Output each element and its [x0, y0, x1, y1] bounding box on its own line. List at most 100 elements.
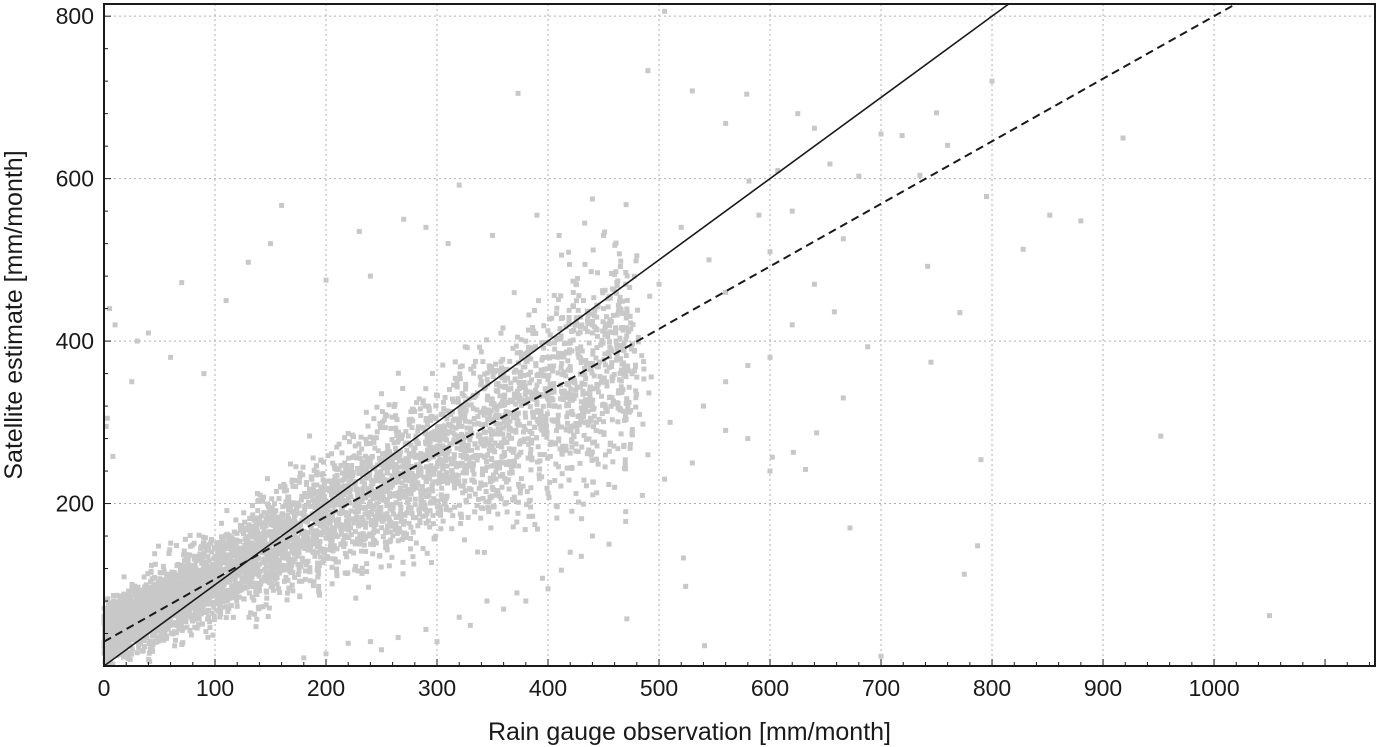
data-point: [423, 488, 429, 494]
data-point: [583, 375, 589, 381]
data-point: [583, 325, 589, 331]
data-point: [612, 271, 618, 277]
data-point: [484, 337, 490, 343]
data-point: [290, 559, 296, 565]
data-point: [533, 331, 539, 337]
data-point: [362, 522, 368, 528]
data-point: [372, 513, 378, 519]
data-point: [134, 627, 140, 633]
data-point: [111, 598, 117, 604]
data-point: [348, 508, 354, 514]
data-point: [263, 602, 269, 608]
data-point: [450, 513, 456, 519]
data-point: [471, 363, 477, 369]
data-point: [270, 529, 276, 535]
data-point: [413, 515, 419, 521]
data-point: [457, 407, 463, 413]
data-point: [346, 439, 352, 445]
data-point: [437, 504, 443, 510]
data-point: [343, 466, 349, 472]
data-point: [446, 387, 452, 393]
data-point: [347, 548, 353, 554]
data-point: [405, 433, 411, 439]
data-point: [285, 541, 291, 547]
data-point: [568, 423, 574, 429]
data-point: [583, 436, 589, 442]
data-point: [629, 371, 635, 377]
data-point: [555, 464, 561, 470]
data-point: [236, 594, 242, 600]
data-point: [489, 493, 495, 499]
data-point: [635, 334, 641, 340]
data-point: [316, 488, 322, 494]
data-point: [319, 548, 325, 554]
data-point: [478, 349, 484, 355]
data-point: [470, 467, 476, 473]
data-point: [179, 641, 185, 647]
data-point: [201, 578, 207, 584]
data-point: [346, 534, 352, 540]
data-point: [581, 414, 587, 420]
data-point: [506, 426, 512, 432]
data-point: [194, 604, 200, 610]
data-point: [341, 544, 347, 550]
data-point: [623, 202, 629, 208]
data-point: [287, 561, 293, 567]
data-point: [621, 360, 627, 366]
data-point: [408, 409, 414, 415]
data-point: [466, 461, 472, 467]
data-point: [189, 597, 195, 603]
data-point: [443, 457, 449, 463]
data-point: [551, 292, 557, 298]
data-point: [241, 545, 247, 551]
data-point: [453, 425, 459, 431]
data-point: [273, 541, 279, 547]
data-point: [278, 484, 284, 490]
data-point: [339, 470, 345, 476]
data-point: [292, 574, 298, 580]
data-point: [219, 585, 225, 591]
data-point: [214, 570, 220, 576]
data-point: [310, 583, 316, 589]
data-point: [558, 365, 564, 371]
data-point: [437, 438, 443, 444]
data-point: [273, 488, 279, 494]
data-point: [234, 537, 240, 543]
data-point: [534, 416, 540, 422]
data-point: [246, 590, 252, 596]
data-point: [525, 436, 531, 442]
data-point: [370, 464, 376, 470]
data-point: [437, 456, 443, 462]
data-point: [143, 583, 149, 589]
data-point: [506, 459, 512, 465]
data-point: [426, 492, 432, 498]
data-point: [564, 420, 570, 426]
data-point: [118, 616, 124, 622]
data-point: [387, 523, 393, 529]
data-point: [406, 504, 412, 510]
data-point: [557, 446, 563, 452]
data-point: [182, 536, 188, 542]
data-point: [248, 610, 254, 616]
data-point: [191, 540, 197, 546]
data-point: [481, 412, 487, 418]
data-point: [274, 581, 280, 587]
data-point: [527, 389, 533, 395]
data-point: [459, 363, 465, 369]
data-point: [389, 507, 395, 513]
data-point: [350, 516, 356, 522]
data-point: [415, 428, 421, 434]
data-point: [357, 493, 363, 499]
data-point: [272, 501, 278, 507]
data-point: [249, 583, 255, 589]
data-point: [479, 466, 485, 472]
data-point: [419, 452, 425, 458]
data-point: [499, 401, 505, 407]
data-point: [610, 398, 616, 404]
data-point: [587, 392, 593, 398]
data-point: [372, 521, 378, 527]
data-point: [504, 462, 510, 468]
data-point: [166, 550, 172, 556]
data-point: [598, 429, 604, 435]
data-point: [399, 436, 405, 442]
